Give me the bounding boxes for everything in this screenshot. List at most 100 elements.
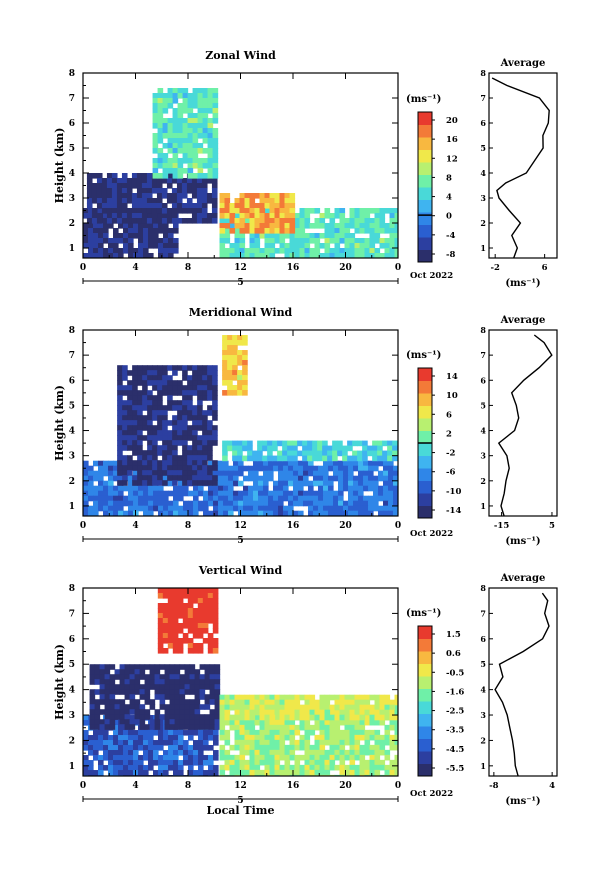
heatmap-cell [151, 183, 158, 189]
heatmap-cell [179, 719, 186, 725]
heatmap-cell [309, 699, 316, 706]
heatmap-cell [239, 253, 246, 258]
heatmap-cell [187, 395, 193, 401]
heatmap-cell [212, 400, 218, 406]
heatmap-cell [207, 648, 214, 654]
heatmap-cell [176, 203, 183, 209]
heatmap-cell [222, 355, 228, 361]
heatmap-cell [223, 500, 229, 507]
heatmap-cell [192, 98, 199, 104]
heatmap-cell [314, 714, 321, 721]
heatmap-cell [314, 764, 321, 771]
heatmap-cell [199, 724, 206, 730]
heatmap-cell [248, 495, 254, 502]
heatmap-cell [83, 480, 89, 487]
heatmap-cell [239, 764, 246, 771]
heatmap-cell [308, 490, 314, 497]
heatmap-cell [212, 628, 219, 634]
heatmap-cell [249, 729, 256, 736]
heatmap-cell [99, 684, 106, 690]
heatmap-cell [239, 699, 246, 706]
heatmap-cell [172, 435, 178, 441]
heatmap-cell [202, 603, 209, 609]
heatmap-cell [187, 148, 194, 154]
heatmap-cell [219, 233, 226, 239]
heatmap-cell [94, 709, 101, 715]
heatmap-cell [128, 228, 134, 234]
heatmap-cell [181, 183, 188, 189]
heatmap-cell [172, 440, 178, 446]
heatmap-cell [177, 475, 183, 481]
heatmap-cell [253, 495, 259, 502]
heatmap-cell [202, 158, 209, 164]
heatmap-cell [279, 213, 286, 219]
heatmap-cell [162, 410, 168, 416]
heatmap-cell [308, 465, 314, 472]
heatmap-cell [138, 760, 144, 766]
heatmap-cell [164, 689, 171, 695]
heatmap-cell [388, 510, 394, 516]
heatmap-cell [318, 510, 324, 516]
heatmap-cell [139, 714, 146, 720]
heatmap-cell [118, 755, 124, 761]
heatmap-cell [254, 744, 261, 751]
x-tick-label: 0 [80, 521, 86, 531]
heatmap-cell [108, 223, 114, 229]
heatmap-cell [384, 238, 391, 244]
heatmap-cell [158, 505, 164, 512]
heatmap-cell [259, 253, 266, 258]
heatmap-cell [212, 608, 219, 614]
colorbar-tick-label: -4 [446, 231, 456, 241]
heatmap-cell [93, 750, 99, 756]
heatmap-cell [258, 485, 264, 492]
heatmap-cell [211, 188, 218, 194]
heatmap-cell [202, 480, 208, 486]
heatmap-cell [158, 228, 164, 234]
heatmap-cell [232, 390, 238, 396]
heatmap-cell [324, 238, 331, 244]
heatmap-cell [178, 750, 184, 756]
heatmap-cell [184, 704, 191, 710]
heatmap-cell [279, 223, 286, 229]
panel-title: Meridional Wind [189, 306, 293, 319]
heatmap-cell [249, 724, 256, 731]
heatmap-cell [182, 410, 188, 416]
heatmap-cell [172, 415, 178, 421]
heatmap-cell [182, 415, 188, 421]
heatmap-cell [249, 198, 256, 204]
heatmap-cell [319, 734, 326, 741]
heatmap-cell [132, 445, 138, 451]
heatmap-cell [142, 395, 148, 401]
heatmap-cell [98, 233, 104, 239]
heatmap-cell [96, 178, 103, 184]
heatmap-cell [264, 228, 271, 234]
heatmap-cell [103, 735, 109, 741]
heatmap-cell [324, 769, 331, 776]
heatmap-cell [192, 138, 199, 144]
heatmap-cell [187, 435, 193, 441]
heatmap-cell [394, 238, 398, 244]
heatmap-cell [273, 500, 279, 507]
heatmap-cell [354, 238, 361, 244]
heatmap-cell [113, 253, 119, 258]
colorbar-segment [418, 430, 432, 444]
heatmap-cell [254, 223, 261, 229]
heatmap-cell [177, 608, 184, 614]
colorbar-tick-label: 12 [446, 154, 458, 164]
heatmap-cell [187, 158, 194, 164]
heatmap-cell [359, 724, 366, 731]
heatmap-cell [242, 390, 248, 396]
heatmap-cell [187, 425, 193, 431]
heatmap-cell [167, 440, 173, 446]
heatmap-cell [254, 193, 261, 199]
colorbar-frame [417, 111, 433, 263]
heatmap-cell [222, 440, 228, 447]
heatmap-cell [122, 385, 128, 391]
heatmap-cell [324, 694, 331, 701]
heatmap-cell [222, 455, 228, 462]
heatmap-cell [369, 208, 376, 214]
heatmap-cell [181, 178, 188, 184]
colorbar-segment [418, 443, 432, 456]
heatmap-cell [199, 684, 206, 690]
